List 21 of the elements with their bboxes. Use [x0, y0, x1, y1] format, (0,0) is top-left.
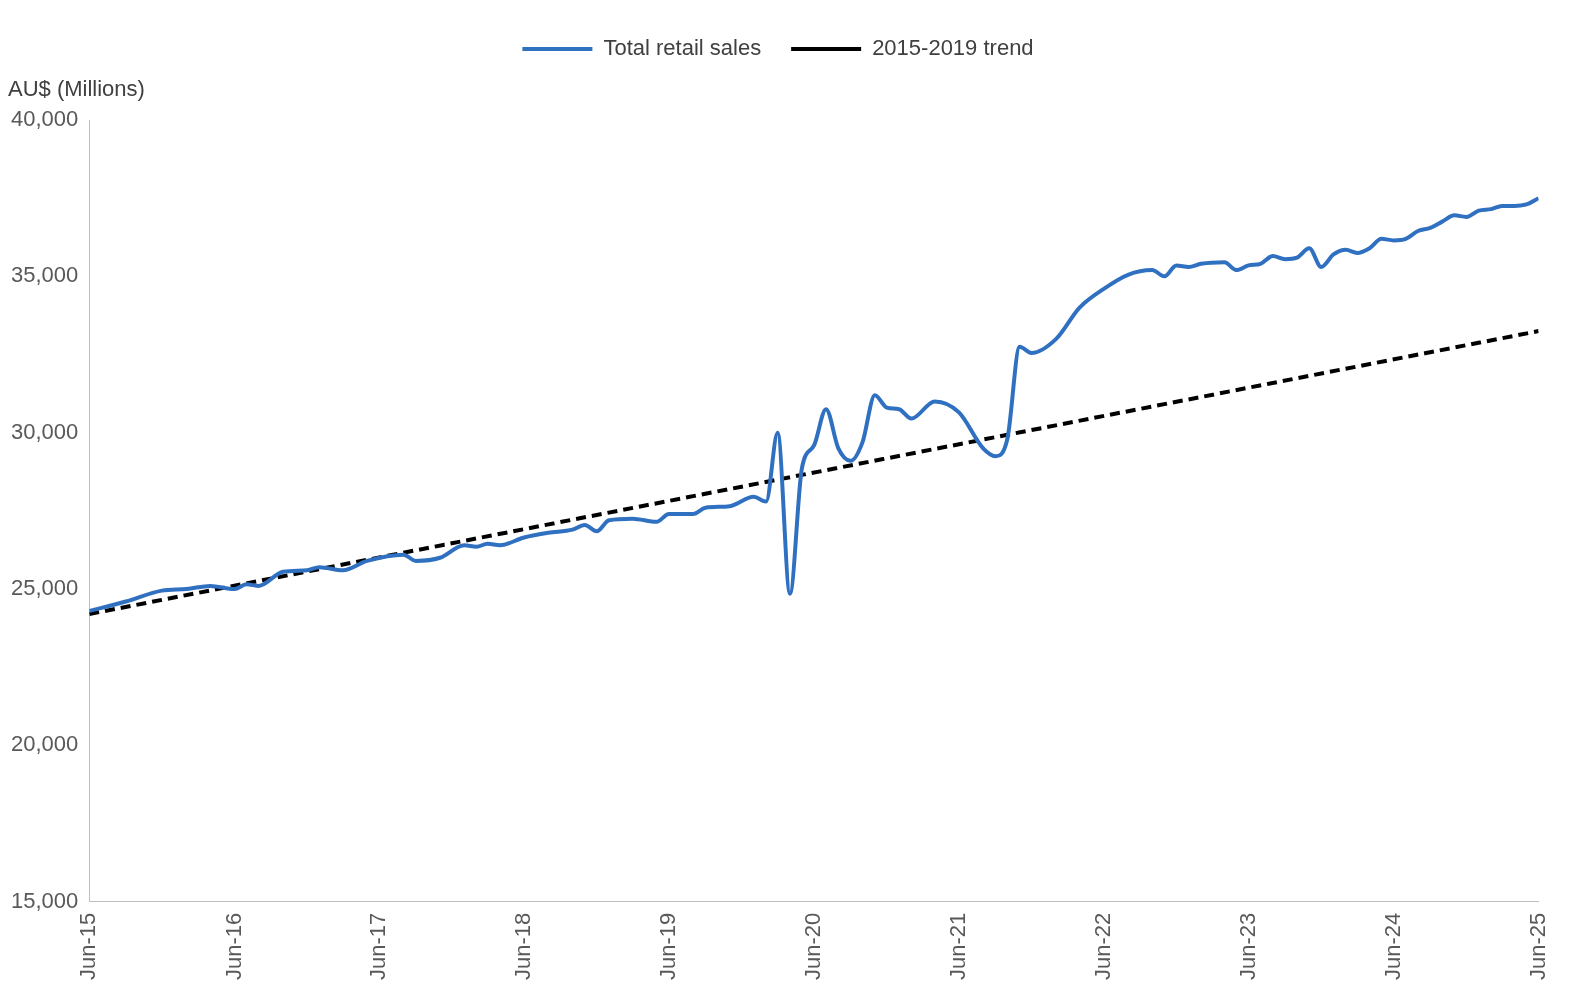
x-tick-label: Jun-17	[365, 912, 391, 981]
y-tick-label: 30,000	[10, 418, 79, 444]
x-tick-label: Jun-16	[220, 912, 246, 981]
x-tick-label: Jun-20	[800, 912, 826, 981]
y-tick-label: 35,000	[10, 262, 79, 288]
y-tick-label: 40,000	[10, 106, 79, 132]
x-tick-label: Jun-22	[1089, 912, 1115, 981]
y-tick-label: 20,000	[10, 731, 79, 757]
x-tick-label: Jun-15	[75, 912, 101, 981]
x-tick-label: Jun-19	[655, 912, 680, 981]
line-series	[89, 196, 1539, 613]
x-tick-label: Jun-25	[1524, 912, 1550, 981]
y-tick-label: 25,000	[10, 575, 79, 601]
legend-label: 2015-2019 trend	[872, 35, 1034, 61]
x-tick-label: Jun-21	[945, 912, 971, 981]
y-tick-label: 15,000	[10, 887, 79, 913]
y-axis-title: AU$ (Millions)	[8, 76, 145, 102]
x-tick-label: Jun-23	[1234, 912, 1260, 981]
legend-label: Total retail sales	[603, 35, 762, 61]
x-tick-label: Jun-18	[510, 912, 536, 981]
x-tick-label: Jun-24	[1379, 912, 1405, 981]
